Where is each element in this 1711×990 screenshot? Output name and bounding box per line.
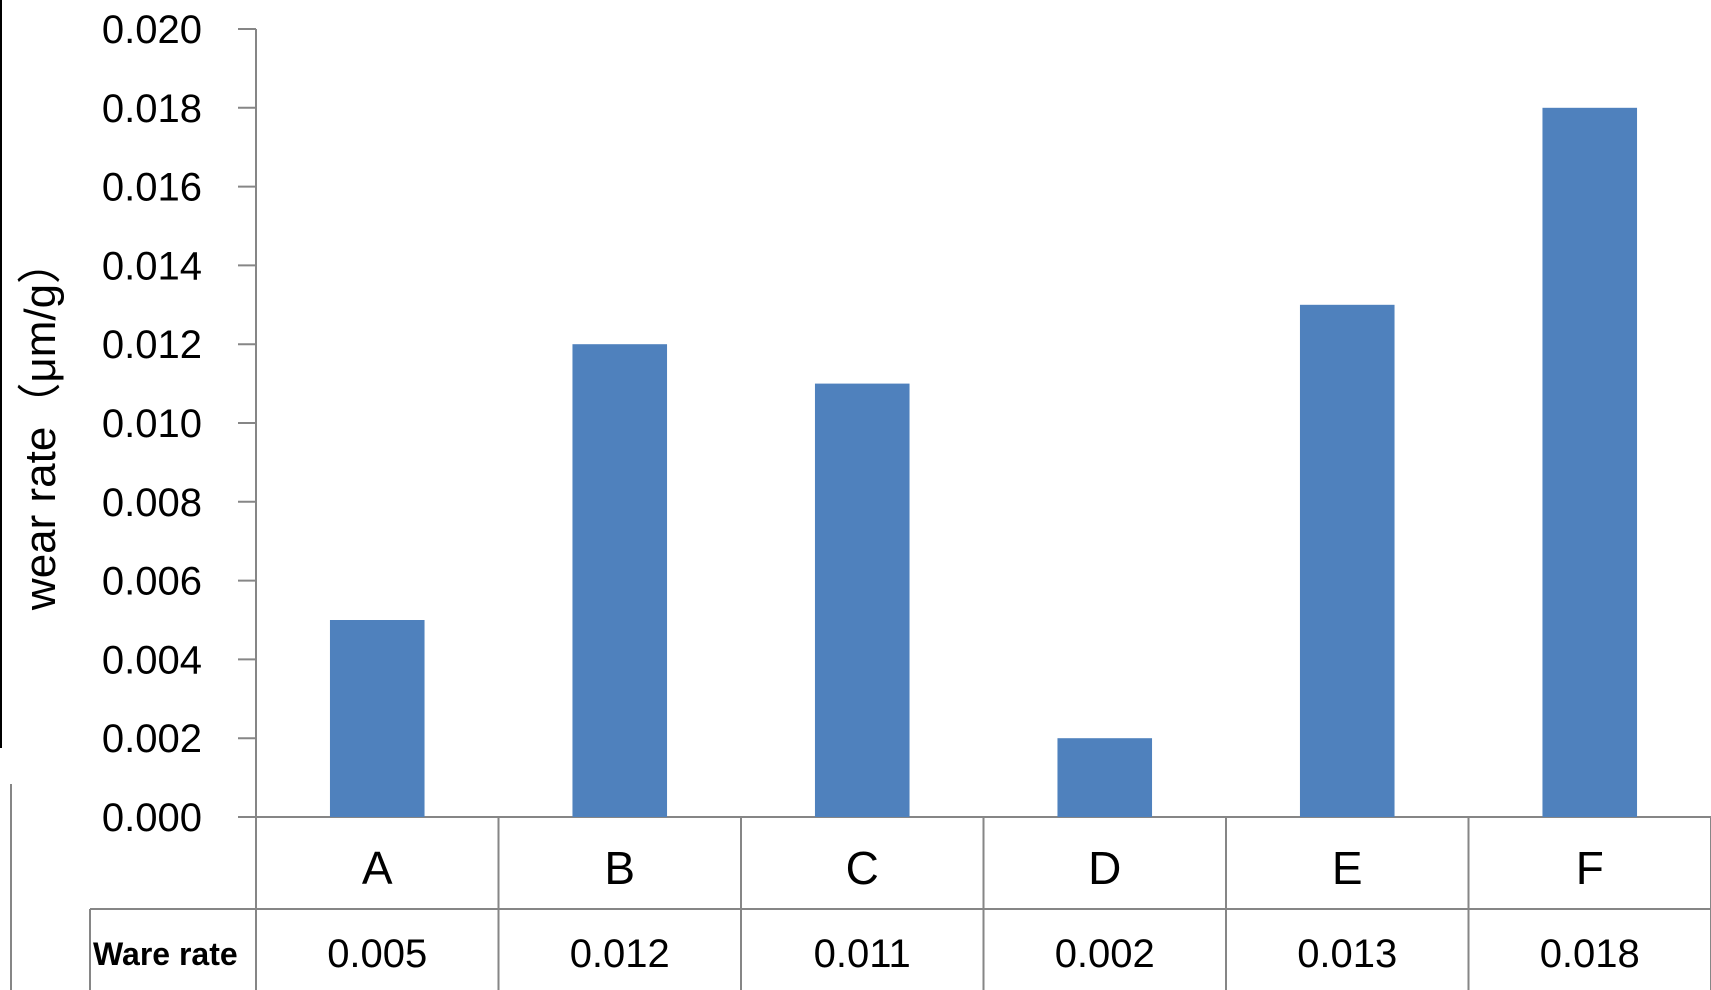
y-tick-labels: 0.000 0.002 0.004 0.006 0.008 0.010 0.012 0.014… (102, 8, 202, 840)
chart-bars (329, 107, 1638, 818)
y-axis-label: wear rate（μm/g） (16, 240, 65, 611)
bar-b (572, 344, 668, 817)
y-tick-label: 0.008 (102, 481, 202, 525)
data-table: A B C D E F Ware rate 0.005 0.012 0.011 0.002 0.013… (89, 817, 1711, 990)
bar-f (1542, 107, 1638, 818)
bar-c (814, 383, 910, 817)
y-tick-label: 0.012 (102, 323, 202, 367)
y-tick-label: 0.000 (102, 796, 202, 840)
y-tick-label: 0.016 (102, 166, 202, 210)
y-tick-label: 0.010 (102, 402, 202, 446)
x-tick-label: E (1332, 842, 1363, 894)
table-value-cell: 0.018 (1540, 932, 1640, 976)
x-tick-label: B (604, 842, 635, 894)
y-tick-label: 0.004 (102, 638, 202, 682)
table-value-cell: 0.012 (570, 932, 670, 976)
table-value-cell: 0.011 (814, 932, 911, 976)
table-value-cell: 0.002 (1055, 932, 1155, 976)
x-tick-label: A (362, 842, 393, 894)
bar-a (329, 620, 425, 817)
x-tick-label: C (846, 842, 879, 894)
table-row-label: Ware rate (93, 936, 238, 972)
bar-d (1057, 738, 1153, 817)
y-tick-label: 0.002 (102, 717, 202, 761)
bar-e (1299, 304, 1395, 817)
y-tick-label: 0.006 (102, 560, 202, 604)
x-tick-label: F (1576, 842, 1604, 894)
x-tick-label: D (1088, 842, 1121, 894)
y-tick-label: 0.014 (102, 244, 202, 288)
y-tick-label: 0.020 (102, 8, 202, 52)
table-value-cell: 0.005 (327, 932, 427, 976)
table-value-cell: 0.013 (1297, 932, 1397, 976)
y-tick-label: 0.018 (102, 87, 202, 131)
